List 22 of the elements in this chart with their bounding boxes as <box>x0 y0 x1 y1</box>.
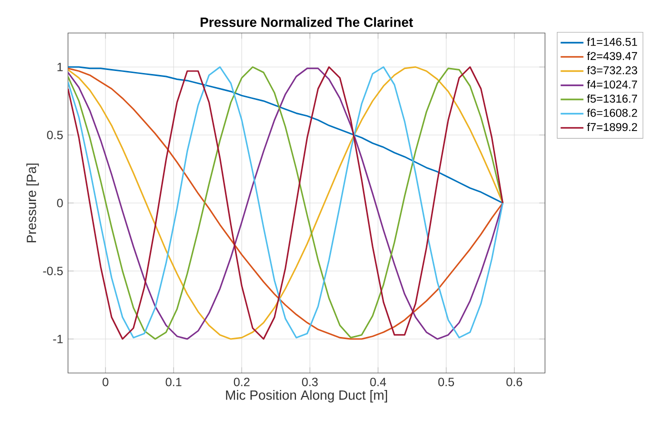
legend-label: f6=1608.2 <box>587 108 638 117</box>
x-tick-label: 0 <box>102 378 108 386</box>
x-tick-label: 0.3 <box>302 378 318 386</box>
y-axis-title: Pressure [Pa] <box>26 164 39 242</box>
x-tick-label: 0.1 <box>166 378 182 386</box>
legend-label: f3=732.23 <box>587 66 638 74</box>
x-axis-title: Mic Position Along Duct [m] <box>226 390 388 402</box>
x-tick-label: 0.5 <box>438 378 454 386</box>
y-tick-label: 0 <box>57 198 63 208</box>
y-tick-label: 0.5 <box>47 130 63 140</box>
chart-title: Pressure Normalized The Clarinet <box>200 17 414 27</box>
x-tick-label: 0.4 <box>370 378 386 386</box>
y-tick-label: -0.5 <box>43 266 63 276</box>
legend-label: f4=1024.7 <box>587 80 638 88</box>
legend-label: f5=1316.7 <box>587 94 638 103</box>
y-tick-label: -1 <box>53 334 63 344</box>
x-tick-label: 0.2 <box>234 378 250 386</box>
x-tick-label: 0.6 <box>506 378 522 386</box>
legend-label: f1=146.51 <box>587 38 638 46</box>
legend-label: f2=439.47 <box>587 52 638 60</box>
y-tick-label: 1 <box>58 62 63 72</box>
legend-label: f7=1899.2 <box>587 122 638 132</box>
